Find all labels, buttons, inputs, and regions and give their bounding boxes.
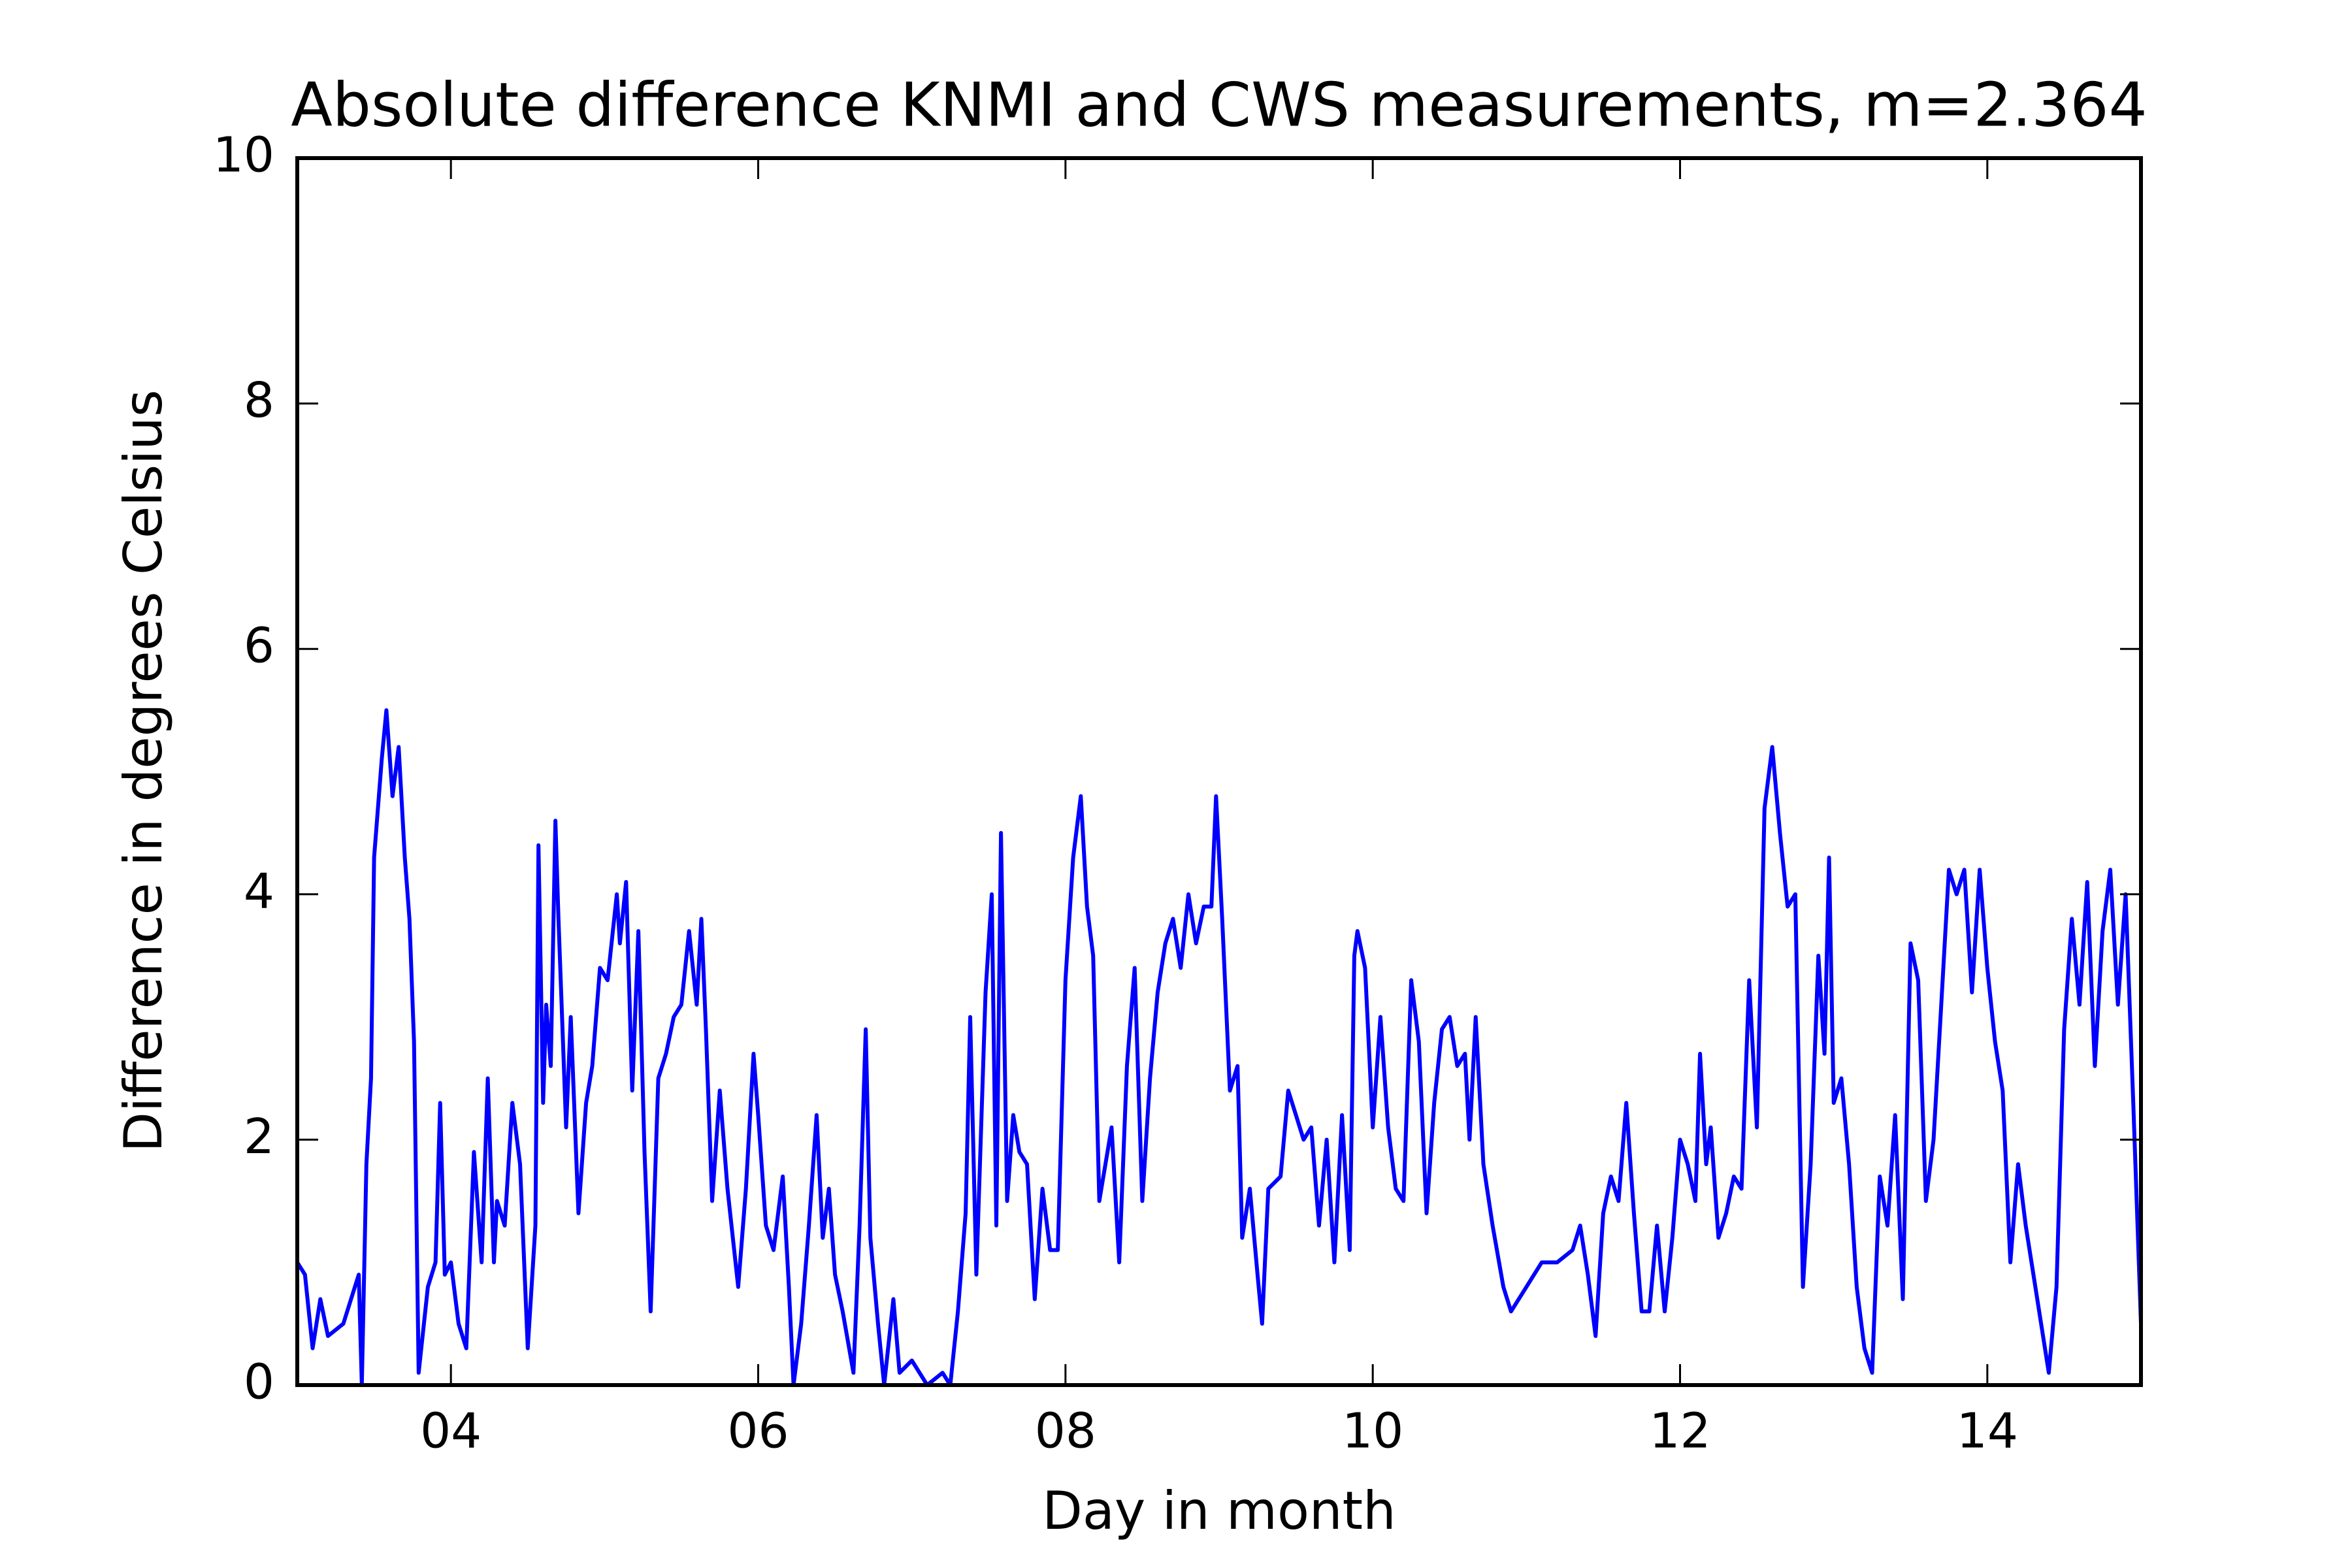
x-axis-label: Day in month bbox=[1042, 1480, 1396, 1541]
plot-frame bbox=[295, 156, 2143, 1387]
x-tick-label: 08 bbox=[1035, 1403, 1096, 1460]
y-tick-label: 8 bbox=[244, 372, 274, 429]
x-tick-label: 14 bbox=[1957, 1403, 2018, 1460]
y-tick-label: 4 bbox=[244, 863, 274, 919]
x-tick-label: 06 bbox=[727, 1403, 789, 1460]
y-tick-label: 0 bbox=[244, 1354, 274, 1411]
x-tick-label: 12 bbox=[1649, 1403, 1710, 1460]
y-tick-label: 10 bbox=[213, 127, 274, 184]
data-line bbox=[295, 708, 2143, 1387]
y-tick-label: 2 bbox=[244, 1109, 274, 1165]
y-tick-label: 6 bbox=[244, 618, 274, 674]
y-axis-label: Difference in degrees Celsius bbox=[113, 389, 174, 1152]
chart-title: Absolute difference KNMI and CWS measure… bbox=[291, 69, 2147, 140]
x-tick-label: 10 bbox=[1342, 1403, 1403, 1460]
x-tick-label: 04 bbox=[420, 1403, 482, 1460]
